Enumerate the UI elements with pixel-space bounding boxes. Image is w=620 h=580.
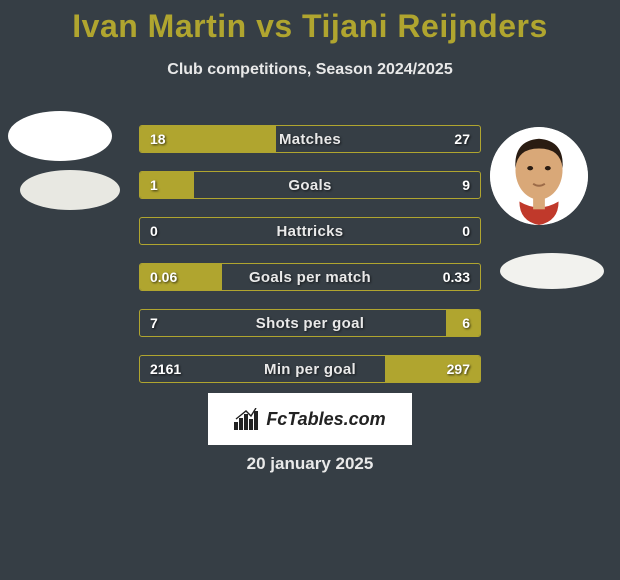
stat-value-right: 6 xyxy=(462,310,470,336)
stat-label: Goals per match xyxy=(140,264,480,290)
stat-row-min-per-goal: 2161 Min per goal 297 xyxy=(139,355,481,383)
stat-value-right: 9 xyxy=(462,172,470,198)
stat-value-right: 0 xyxy=(462,218,470,244)
player-left-badge-placeholder xyxy=(20,170,120,210)
date-label: 20 january 2025 xyxy=(0,454,620,474)
stat-row-shots-per-goal: 7 Shots per goal 6 xyxy=(139,309,481,337)
brand-badge: FcTables.com xyxy=(208,393,412,445)
stat-label: Shots per goal xyxy=(140,310,480,336)
comparison-infographic: Ivan Martin vs Tijani Reijnders Club com… xyxy=(0,0,620,580)
player-right-avatar xyxy=(490,127,588,225)
stat-label: Matches xyxy=(140,126,480,152)
player-left-avatar-placeholder xyxy=(8,111,112,161)
player-right-badge-placeholder xyxy=(500,253,604,289)
player-face-icon xyxy=(490,127,588,225)
stat-row-hattricks: 0 Hattricks 0 xyxy=(139,217,481,245)
stat-row-goals-per-match: 0.06 Goals per match 0.33 xyxy=(139,263,481,291)
stat-row-goals: 1 Goals 9 xyxy=(139,171,481,199)
bars-logo-icon xyxy=(234,408,260,430)
stat-label: Hattricks xyxy=(140,218,480,244)
page-title: Ivan Martin vs Tijani Reijnders xyxy=(0,0,620,45)
stat-label: Min per goal xyxy=(140,356,480,382)
stat-row-matches: 18 Matches 27 xyxy=(139,125,481,153)
stat-label: Goals xyxy=(140,172,480,198)
stat-value-right: 0.33 xyxy=(443,264,470,290)
stats-bars: 18 Matches 27 1 Goals 9 0 Hattricks 0 0.… xyxy=(139,125,481,401)
stat-value-right: 297 xyxy=(447,356,470,382)
stat-value-right: 27 xyxy=(454,126,470,152)
subtitle: Club competitions, Season 2024/2025 xyxy=(0,61,620,79)
brand-text: FcTables.com xyxy=(266,409,385,430)
